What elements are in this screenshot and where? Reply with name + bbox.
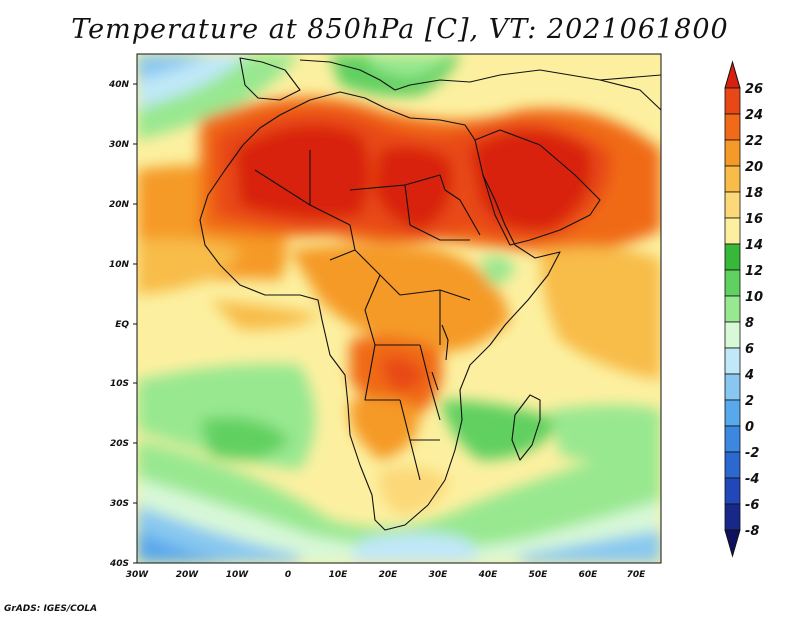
lon-label: 60E [579,570,599,580]
colorbar-segment [724,425,741,453]
colorbar-segment [724,269,741,297]
colorbar-label: 4 [744,368,754,383]
lat-label: 10S [110,379,129,389]
lon-label: 0 [285,570,291,580]
colorbar-segment [724,295,741,323]
colorbar-top-arrow [724,60,741,89]
colorbar-label: 24 [745,108,763,123]
credit-text: GrADS: IGES/COLA [4,604,98,614]
temperature-field [137,54,661,563]
lat-label: EQ [115,320,129,330]
colorbar-label: -6 [745,498,759,513]
colorbar-label: 18 [745,186,763,201]
lat-label: 10N [109,260,130,270]
colorbar-bottom-arrow [724,529,741,558]
lon-label: 10E [329,570,349,580]
lat-label: 20S [110,439,129,449]
colorbar-label: 12 [745,264,763,279]
colorbar-label: 6 [745,342,754,357]
lon-label: 20W [176,570,200,580]
colorbar-label: 22 [745,134,763,149]
colorbar-label: 2 [745,394,754,409]
lat-label: 40N [108,80,130,90]
lat-label: 30S [110,499,129,509]
colorbar-segment [724,243,741,271]
colorbar-segment [724,165,741,193]
lat-label: 40S [109,559,129,569]
colorbar-label: 10 [745,290,763,305]
colorbar-label: 8 [745,316,754,331]
colorbar-segment [724,113,741,141]
colorbar-segment [724,217,741,245]
lat-label: 30N [109,140,130,150]
map-frame [136,53,662,564]
colorbar-segment [724,347,741,375]
colorbar-segment [724,321,741,349]
colorbar-segment [724,87,741,115]
longitude-labels: 30W 20W 10W 0 10E 20E 30E 40E 50E 60E 70… [126,570,646,580]
latitude-labels: 40N 30N 20N 10N EQ 10S 20S 30S 40S [108,80,130,569]
colorbar-segment [724,477,741,505]
colorbar-label: 0 [745,420,754,435]
colorbar-label: 20 [745,160,763,175]
colorbar-label: 26 [745,82,763,97]
colorbar-label: -2 [745,446,759,461]
colorbar-segment [724,139,741,167]
colorbar-segment [724,373,741,401]
colorbar-segment [724,399,741,427]
lat-label: 20N [109,200,130,210]
lon-label: 30W [126,570,150,580]
colorbar-label: -4 [745,472,759,487]
lon-label: 20E [379,570,399,580]
lon-label: 50E [529,570,549,580]
colorbar-segment [724,451,741,479]
lon-label: 40E [478,570,499,580]
colorbar-segment [724,191,741,219]
colorbar-label: 16 [745,212,763,227]
lon-label: 30E [429,570,449,580]
latitude-axis [133,83,137,564]
colorbar-segment [724,503,741,531]
colorbar-label: 14 [745,238,763,253]
colorbar-label: -8 [745,524,759,539]
lon-label: 70E [627,570,647,580]
map-title: Temperature at 850hPa [C], VT: 202106180… [71,14,729,45]
lon-label: 10W [226,570,250,580]
coastlines [199,57,662,531]
